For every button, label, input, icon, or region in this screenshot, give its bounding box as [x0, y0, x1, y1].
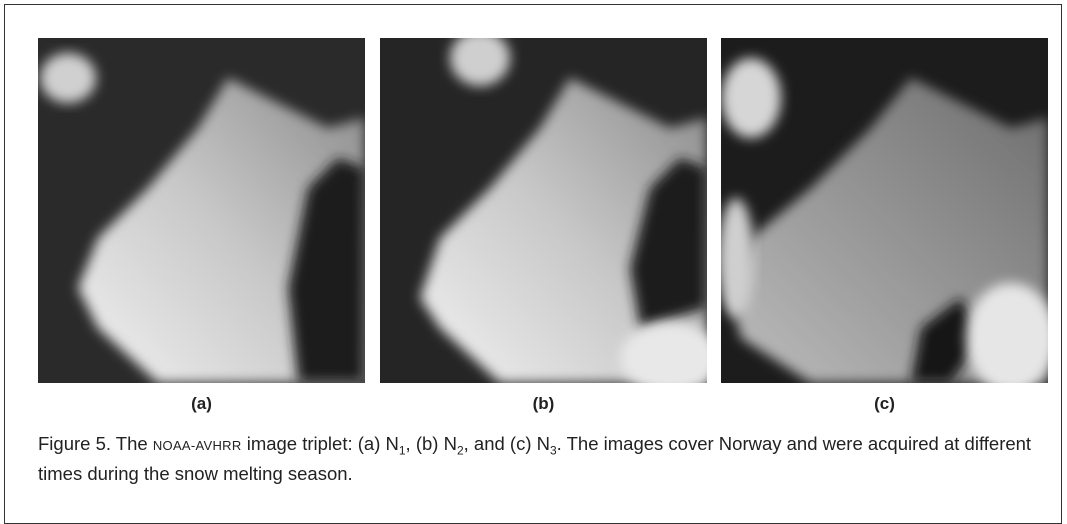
- satellite-image: [38, 38, 365, 383]
- satellite-image: [721, 38, 1048, 383]
- caption-text: . The images cover Norway and were acqui…: [38, 433, 1032, 484]
- subscript: 2: [456, 443, 464, 458]
- subscript: 1: [398, 443, 406, 458]
- panel-label: (b): [532, 394, 555, 413]
- caption-text: , and (c) N: [463, 433, 550, 454]
- satellite-image: [380, 38, 707, 383]
- subscript: 3: [549, 443, 557, 458]
- figure-caption: Figure 5. The NOAA-AVHRR image triplet: …: [38, 430, 1038, 488]
- panel-label: (c): [874, 394, 895, 413]
- caption-text: Figure 5. The: [38, 433, 153, 454]
- panel-label: (a): [191, 394, 212, 413]
- caption-text: image triplet: (a) N: [241, 433, 399, 454]
- caption-text: , (b) N: [405, 433, 457, 454]
- page: (a) (b) (c) Figure 5. The NOAA-AVHRR ima…: [4, 4, 1062, 524]
- caption-text: NOAA-AVHRR: [152, 438, 242, 453]
